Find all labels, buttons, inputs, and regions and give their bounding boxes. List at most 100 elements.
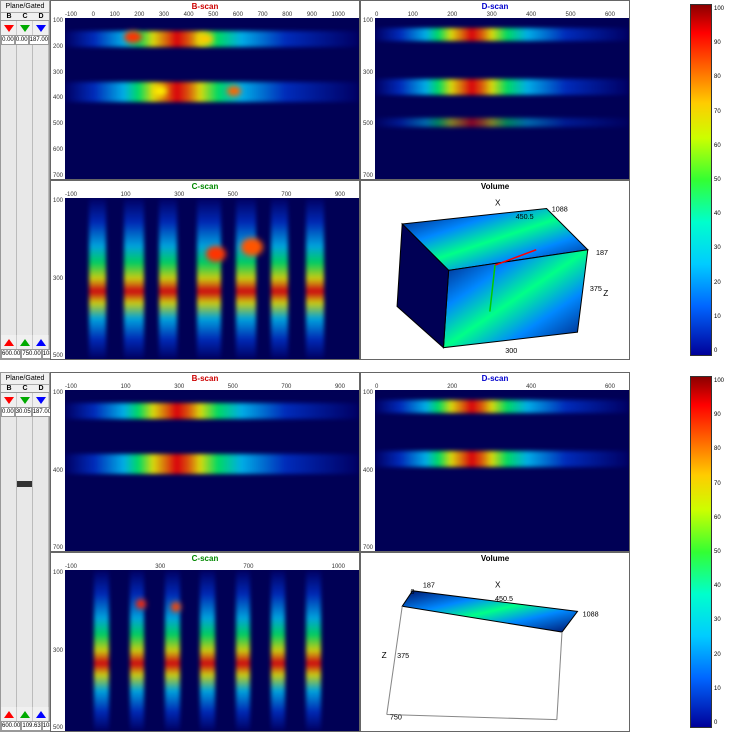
b-bottom-value: 600.00 — [1, 349, 21, 359]
tick: 600 — [51, 147, 63, 153]
colorbar[interactable] — [690, 4, 712, 356]
c-scan-panel: C-scan -100100300500700900 100300500 — [50, 180, 360, 360]
tick: 400 — [51, 468, 63, 474]
vol-x-label: X — [495, 198, 501, 207]
col-b-label: B — [1, 13, 17, 20]
sidebar-title: Plane/Gated — [1, 1, 49, 13]
d-up-icon[interactable] — [33, 335, 49, 349]
vol-z-label: Z — [603, 289, 608, 298]
b-top-value: 0.00 — [1, 407, 15, 417]
tick: 60 — [714, 515, 738, 521]
top-value-row: 0.00 30.05 187.00 — [1, 407, 49, 417]
b-down-icon[interactable] — [1, 393, 17, 407]
colorbar[interactable] — [690, 376, 712, 728]
c-up-icon[interactable] — [17, 335, 33, 349]
tick: 700 — [51, 173, 63, 179]
vol-y2: 750 — [390, 713, 402, 722]
colorbar-ticks: 1009080706050403020100 — [712, 376, 738, 728]
track-d[interactable] — [33, 45, 49, 335]
b-top-value: 0.00 — [1, 35, 15, 45]
vol-z1: 375 — [397, 651, 409, 660]
colorbar-panel: 1009080706050403020100 — [688, 0, 740, 360]
c-down-icon[interactable] — [17, 393, 33, 407]
tick: 10 — [714, 314, 738, 320]
tick: 40 — [714, 583, 738, 589]
plane-col-header: B C D — [1, 385, 49, 393]
sidebar-title: Plane/Gated — [1, 373, 49, 385]
scan-viewer-instance-0: Plane/Gated B C D 0.00 0.00 187.00 600.0 — [0, 0, 740, 360]
d-top-value: 187.00 — [32, 407, 52, 417]
sidebar-tracks[interactable] — [1, 45, 49, 335]
colorbar-panel: 1009080706050403020100 — [688, 372, 740, 732]
b-up-icon[interactable] — [1, 335, 17, 349]
tick: 80 — [714, 74, 738, 80]
d-top-value: 187.00 — [29, 35, 49, 45]
tick: 100 — [714, 6, 738, 12]
plane-top-icons — [1, 393, 49, 407]
d-down-icon[interactable] — [33, 393, 49, 407]
volume-panel: Volume X 450.5 1088 — [360, 180, 630, 360]
track-b[interactable] — [1, 45, 17, 335]
tick: 30 — [714, 617, 738, 623]
sidebar: Plane/Gated B C D 0.00 0.00 187.00 600.0 — [0, 0, 50, 360]
c-top-value: 30.05 — [15, 407, 32, 417]
col-d-label: D — [33, 385, 49, 392]
colorbar-ticks: 1009080706050403020100 — [712, 4, 738, 356]
vol-x2b: 1088 — [552, 205, 568, 214]
tick: 300 — [51, 70, 63, 76]
tick: 300 — [51, 648, 63, 654]
tick: 90 — [714, 40, 738, 46]
track-d[interactable] — [33, 417, 49, 707]
tick: 40 — [714, 211, 738, 217]
vol-z0: 187 — [423, 581, 435, 590]
scan-viewer-instance-1: Plane/Gated B C D 0.00 30.05 187.00 600. — [0, 372, 740, 732]
volume-3d-view[interactable]: X 450.5 187 0 1088 Z 375 750 — [361, 564, 629, 731]
track-b[interactable] — [1, 417, 17, 707]
tick: 0 — [714, 348, 738, 354]
tick: 200 — [51, 44, 63, 50]
b-scan-heatmap[interactable] — [65, 390, 359, 551]
d-scan-y-axis: 100400700 — [361, 390, 375, 551]
c-up-icon[interactable] — [17, 707, 33, 721]
col-c-label: C — [17, 13, 33, 20]
main-grid: B-scan -10001002003004005006007008009001… — [50, 0, 688, 360]
d-scan-y-axis: 100300500700 — [361, 18, 375, 179]
d-scan-heatmap[interactable] — [375, 18, 629, 179]
tick: 20 — [714, 280, 738, 286]
plane-bottom-icons — [1, 335, 49, 349]
track-c[interactable] — [17, 45, 33, 335]
col-c-label: C — [17, 385, 33, 392]
c-scan-heatmap[interactable] — [65, 198, 359, 359]
top-value-row: 0.00 0.00 187.00 — [1, 35, 49, 45]
b-scan-heatmap[interactable] — [65, 18, 359, 179]
tick: 300 — [51, 276, 63, 282]
tick: 700 — [51, 545, 63, 551]
d-down-icon[interactable] — [33, 21, 49, 35]
vol-z0: 187 — [596, 248, 608, 257]
tick: 100 — [51, 390, 63, 396]
b-down-icon[interactable] — [1, 21, 17, 35]
c-down-icon[interactable] — [17, 21, 33, 35]
col-d-label: D — [33, 13, 49, 20]
c-scan-title: C-scan — [51, 553, 359, 564]
tick: 400 — [51, 95, 63, 101]
tick: 10 — [714, 686, 738, 692]
c-scan-heatmap[interactable] — [65, 570, 359, 731]
d-up-icon[interactable] — [33, 707, 49, 721]
d-scan-title: D-scan — [361, 1, 629, 12]
track-c[interactable] — [17, 417, 33, 707]
volume-title: Volume — [361, 553, 629, 564]
tick: 100 — [361, 18, 373, 24]
volume-3d-view[interactable]: X 450.5 1088 187 375 Z 300 — [361, 192, 629, 359]
c-scan-y-axis: 100300500 — [51, 570, 65, 731]
tick: 100 — [361, 390, 373, 396]
d-scan-title: D-scan — [361, 373, 629, 384]
main-grid: B-scan -100100300500700900 100400700 D-s… — [50, 372, 688, 732]
sidebar-tracks[interactable] — [1, 417, 49, 707]
d-scan-heatmap[interactable] — [375, 390, 629, 551]
tick: 500 — [361, 121, 373, 127]
b-up-icon[interactable] — [1, 707, 17, 721]
tick: 50 — [714, 177, 738, 183]
tick: 100 — [714, 378, 738, 384]
b-scan-panel: B-scan -10001002003004005006007008009001… — [50, 0, 360, 180]
